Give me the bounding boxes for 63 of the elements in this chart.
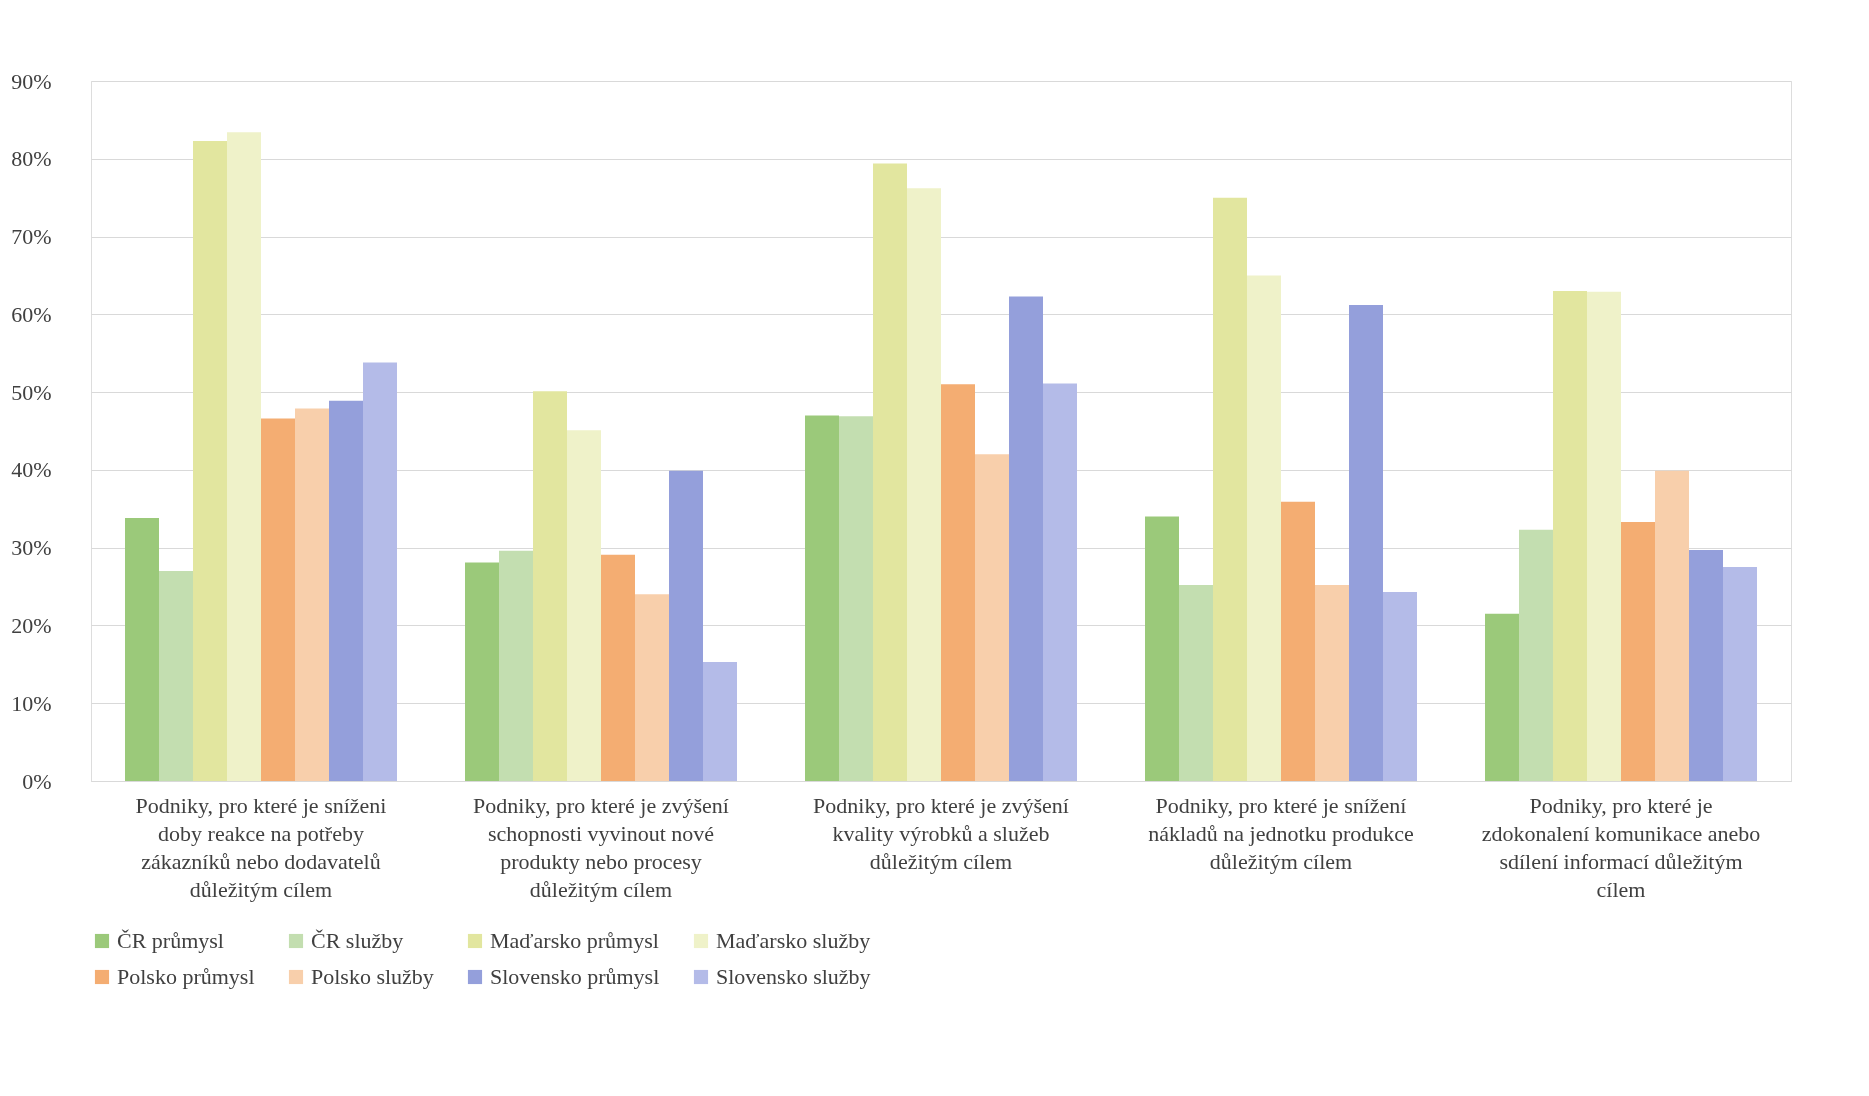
- x-tick-label: Podniky, pro které je zdokonalení komunikace anebo sdílení informací důležitým cílem: [1481, 792, 1761, 902]
- x-tick-label: Podniky, pro které je sníženi doby reakce na potřeby zákazníků nebo dodavatelů důležitým cílem: [135, 792, 387, 902]
- y-tick-label: 60%: [11, 301, 52, 327]
- bar: [1383, 592, 1417, 781]
- x-tick-label: Podniky, pro které je zvýšení schopnosti vyvinout nové produkty nebo procesy důležitým cílem: [473, 792, 729, 902]
- y-tick-label: 10%: [11, 690, 52, 716]
- x-tick-label: Podniky, pro které je zvýšení kvality výrobků a služeb důležitým cílem: [813, 792, 1069, 874]
- y-tick-label: 90%: [11, 68, 52, 94]
- bar: [601, 554, 635, 781]
- y-tick-label: 50%: [11, 379, 52, 405]
- bar: [193, 140, 227, 781]
- bar: [295, 408, 329, 781]
- bar: [1179, 585, 1213, 781]
- bar: [669, 470, 703, 781]
- y-tick-label: 0%: [22, 768, 52, 794]
- legend-label: Slovensko průmysl: [490, 964, 660, 989]
- legend-label: Maďarsko služby: [716, 928, 871, 953]
- bar: [1213, 197, 1247, 781]
- y-tick-label: 40%: [11, 457, 52, 483]
- bar: [1247, 275, 1281, 781]
- bar: [805, 415, 839, 781]
- legend-label: Polsko služby: [311, 964, 434, 989]
- x-tick-label: Podniky, pro které je snížení nákladů na jednotku produkce důležitým cílem: [1148, 792, 1414, 874]
- bar: [1315, 585, 1349, 781]
- bar: [1587, 291, 1621, 781]
- bar: [703, 662, 737, 781]
- bar: [1621, 522, 1655, 781]
- bar: [1145, 516, 1179, 781]
- y-tick-label: 20%: [11, 612, 52, 638]
- bar: [873, 163, 907, 781]
- bar: [941, 384, 975, 781]
- bar: [1553, 291, 1587, 781]
- bar: [907, 188, 941, 781]
- bar: [1485, 613, 1519, 781]
- bar: [1689, 550, 1723, 781]
- bar: [1043, 383, 1077, 781]
- bar: [363, 362, 397, 781]
- legend-label: ČR průmysl: [117, 928, 224, 953]
- bar: [839, 416, 873, 781]
- y-tick-label: 30%: [11, 535, 52, 561]
- legend-label: Polsko průmysl: [117, 964, 255, 989]
- bar: [567, 430, 601, 781]
- bar: [1519, 529, 1553, 781]
- bar: [533, 391, 567, 781]
- y-tick-label: 80%: [11, 146, 52, 172]
- bar: [159, 571, 193, 781]
- bar: [1009, 296, 1043, 781]
- bar: [261, 418, 295, 781]
- bar: [499, 550, 533, 781]
- legend-label: ČR služby: [311, 928, 404, 953]
- bar: [227, 132, 261, 781]
- bar: [125, 518, 159, 781]
- bar: [1723, 567, 1757, 781]
- bar: [1349, 305, 1383, 781]
- bar: [975, 454, 1009, 781]
- bar: [1655, 470, 1689, 781]
- bar: [329, 400, 363, 781]
- bar: [465, 562, 499, 781]
- bar: [635, 594, 669, 781]
- legend-label: Maďarsko průmysl: [490, 928, 659, 953]
- y-tick-label: 70%: [11, 224, 52, 250]
- legend-label: Slovensko služby: [716, 964, 871, 989]
- bar: [1281, 501, 1315, 781]
